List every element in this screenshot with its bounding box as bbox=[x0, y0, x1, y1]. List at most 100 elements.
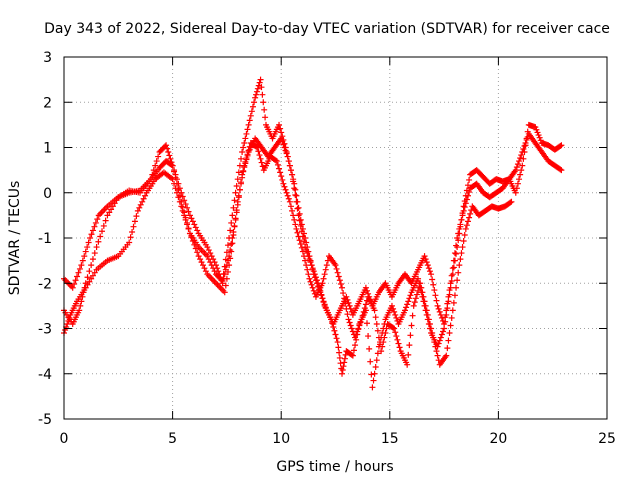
data-point bbox=[153, 158, 160, 165]
data-point bbox=[410, 302, 417, 309]
data-point bbox=[298, 244, 305, 251]
data-point bbox=[363, 320, 370, 327]
data-point bbox=[198, 259, 205, 266]
data-point bbox=[305, 248, 312, 255]
data-point bbox=[88, 231, 95, 238]
data-point bbox=[89, 227, 96, 234]
data-point bbox=[240, 144, 247, 151]
data-point bbox=[447, 322, 454, 329]
data-point bbox=[254, 85, 261, 92]
data-point bbox=[434, 302, 441, 309]
data-point bbox=[446, 287, 453, 294]
data-point bbox=[444, 345, 451, 352]
data-point bbox=[167, 155, 174, 162]
data-point bbox=[200, 262, 207, 269]
data-point bbox=[345, 316, 352, 323]
data-point bbox=[215, 268, 222, 275]
data-point bbox=[189, 238, 196, 245]
data-point bbox=[507, 199, 514, 206]
data-point bbox=[84, 274, 91, 281]
data-point bbox=[164, 145, 171, 152]
data-point bbox=[247, 112, 254, 119]
x-axis-ticks: 0 5 10 15 20 25 bbox=[60, 57, 616, 447]
data-point bbox=[519, 149, 526, 156]
data-point bbox=[425, 316, 432, 323]
data-point bbox=[139, 198, 146, 205]
data-point bbox=[430, 281, 437, 288]
y-tick-label: 3 bbox=[43, 50, 52, 66]
data-point bbox=[290, 212, 297, 219]
data-point bbox=[358, 316, 365, 323]
data-point bbox=[320, 298, 327, 305]
data-point bbox=[322, 304, 329, 311]
data-point bbox=[341, 295, 348, 302]
y-tick-label: 0 bbox=[43, 186, 52, 202]
data-point bbox=[408, 322, 415, 329]
data-point bbox=[517, 171, 524, 178]
data-point bbox=[277, 169, 284, 176]
data-point bbox=[383, 325, 390, 332]
data-point bbox=[291, 180, 298, 187]
data-point bbox=[435, 305, 442, 312]
data-point bbox=[191, 221, 198, 228]
data-point bbox=[295, 204, 302, 211]
data-point bbox=[106, 209, 113, 216]
data-point bbox=[393, 333, 400, 340]
data-point bbox=[521, 142, 528, 149]
x-tick-label: 5 bbox=[168, 431, 177, 447]
data-point bbox=[84, 244, 91, 251]
data-point bbox=[464, 218, 471, 225]
data-point bbox=[421, 298, 428, 305]
data-point bbox=[281, 144, 288, 151]
data-point bbox=[186, 230, 193, 237]
data-point bbox=[81, 253, 88, 260]
data-point bbox=[323, 262, 330, 269]
data-point bbox=[191, 241, 198, 248]
chart-title: Day 343 of 2022, Sidereal Day-to-day VTE… bbox=[44, 21, 610, 37]
data-point bbox=[431, 287, 438, 294]
data-point bbox=[142, 192, 149, 199]
data-point bbox=[238, 155, 245, 162]
data-point bbox=[433, 297, 440, 304]
data-point bbox=[258, 84, 265, 91]
y-tick-label: -3 bbox=[38, 322, 52, 338]
data-point bbox=[181, 212, 188, 219]
y-axis-ticks: -5 -4 -3 -2 -1 0 1 2 3 bbox=[38, 50, 607, 428]
data-point bbox=[179, 193, 186, 200]
data-point bbox=[82, 284, 89, 291]
data-point bbox=[343, 305, 350, 312]
data-point bbox=[296, 237, 303, 244]
data-point bbox=[428, 271, 435, 278]
x-tick-label: 25 bbox=[598, 431, 616, 447]
data-point bbox=[314, 280, 321, 287]
data-point bbox=[189, 218, 196, 225]
data-point bbox=[236, 186, 243, 193]
data-point bbox=[99, 228, 106, 235]
data-point bbox=[104, 212, 111, 219]
data-point bbox=[301, 253, 308, 260]
data-point bbox=[350, 347, 357, 354]
data-point bbox=[74, 273, 81, 280]
data-point bbox=[282, 147, 289, 154]
data-point bbox=[513, 185, 520, 192]
data-point bbox=[441, 320, 448, 327]
data-point bbox=[319, 295, 326, 302]
data-point bbox=[454, 235, 461, 241]
data-point bbox=[285, 158, 292, 165]
data-point bbox=[415, 287, 422, 294]
data-point bbox=[223, 275, 230, 282]
data-point bbox=[424, 262, 431, 269]
data-point bbox=[348, 351, 355, 358]
data-point bbox=[184, 221, 191, 228]
data-point bbox=[301, 230, 308, 237]
data-point bbox=[298, 221, 305, 228]
data-point bbox=[241, 139, 248, 146]
data-point bbox=[297, 216, 304, 223]
data-point bbox=[372, 363, 379, 370]
data-point bbox=[455, 269, 462, 276]
data-point bbox=[446, 330, 453, 337]
data-point bbox=[374, 327, 381, 334]
data-point bbox=[129, 228, 136, 235]
data-point bbox=[440, 328, 447, 335]
data-point bbox=[297, 241, 304, 248]
